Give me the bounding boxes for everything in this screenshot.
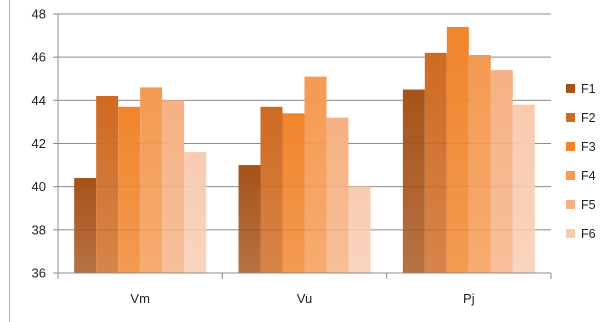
bar-f4-pj [468,55,491,274]
legend-label-f4: F4 [581,169,596,183]
y-tick-label: 42 [32,136,46,151]
legend-label-f2: F2 [581,111,596,125]
y-tick-label: 44 [32,93,46,108]
legend-label-f5: F5 [581,198,596,212]
bar-f1-pj [402,89,425,274]
bar-f2-pj [424,52,447,273]
legend-label-f1: F1 [581,82,596,96]
y-tick-label: 36 [32,266,46,281]
bar-f2-vu [260,106,283,273]
bar-f5-vm [162,100,185,273]
legend-swatch-f3 [566,142,575,151]
legend-swatch-f5 [566,200,575,209]
bar-f6-vu [348,186,371,273]
bar-f1-vu [238,165,261,273]
bar-f6-pj [512,104,535,274]
legend-swatch-f4 [566,171,575,180]
bar-f2-vm [96,96,119,274]
y-tick-label: 46 [32,50,46,65]
x-tick-label: Vm [130,291,150,306]
bar-f6-vm [184,152,207,273]
y-tick-labels: 36 38 40 42 44 46 48 [32,7,46,281]
bar-f1-vm [74,178,97,273]
legend-label-f6: F6 [581,227,596,241]
legend-swatch-f1 [566,84,575,93]
bar-f4-vm [140,87,163,273]
x-tick-label: Vu [297,291,312,306]
legend-label-f3: F3 [581,140,596,154]
y-tick-label: 38 [32,222,46,237]
legend-swatch-f2 [566,113,575,122]
legend: F1 F2 F3 F4 F5 F6 [566,82,596,241]
bar-f3-vm [118,106,141,273]
y-tick-label: 48 [32,7,46,22]
frame-left-edge [9,0,10,322]
bar-f3-vu [282,113,305,274]
bar-f5-pj [490,70,513,273]
bar-f4-vu [304,76,327,273]
x-tick-labels: Vm Vu Pj [130,291,474,306]
y-tick-label: 40 [32,179,46,194]
x-tick-label: Pj [463,291,475,306]
axes [53,13,552,279]
bars [74,26,535,274]
bar-f3-pj [446,26,469,274]
bar-f5-vu [326,117,349,273]
legend-swatch-f6 [566,229,575,238]
